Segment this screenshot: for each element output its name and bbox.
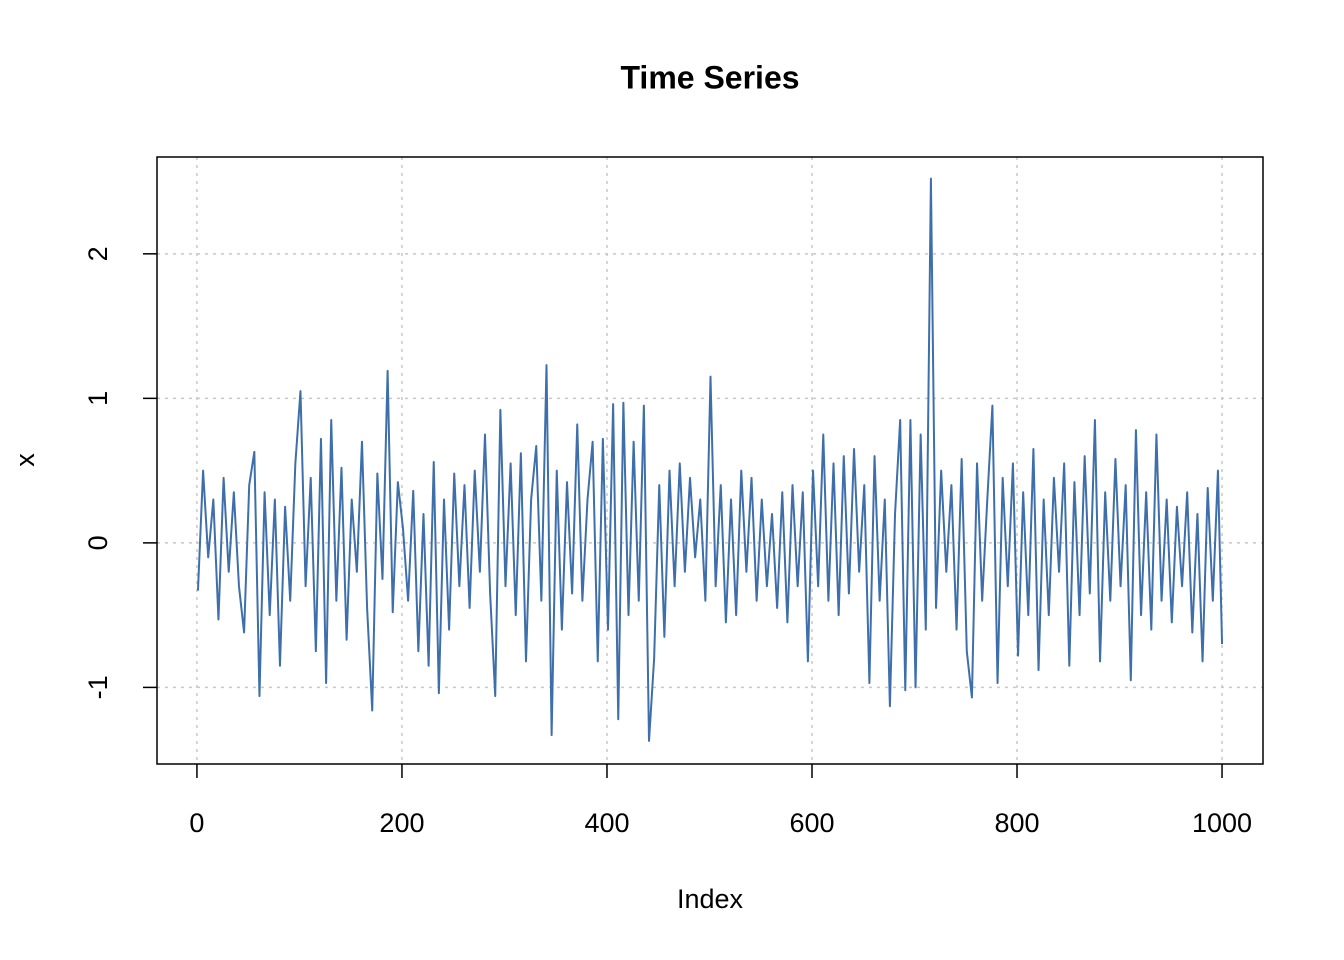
x-tick-label: 0: [189, 808, 204, 838]
y-axis-label: x: [10, 453, 40, 467]
x-tick-label: 600: [789, 808, 834, 838]
y-tick-label: 0: [83, 535, 113, 550]
y-tick-label: 2: [83, 246, 113, 261]
plot-box: [156, 156, 1264, 765]
chart-title: Time Series: [620, 59, 799, 95]
x-tick-label: 400: [584, 808, 629, 838]
data-line: [196, 177, 1224, 742]
x-tick-label: 1000: [1192, 808, 1252, 838]
x-axis-label: Index: [677, 884, 744, 914]
x-tick-label: 200: [379, 808, 424, 838]
x-tick-label: 800: [994, 808, 1039, 838]
y-tick-label: 1: [83, 391, 113, 406]
y-tick-label: -1: [83, 675, 113, 699]
